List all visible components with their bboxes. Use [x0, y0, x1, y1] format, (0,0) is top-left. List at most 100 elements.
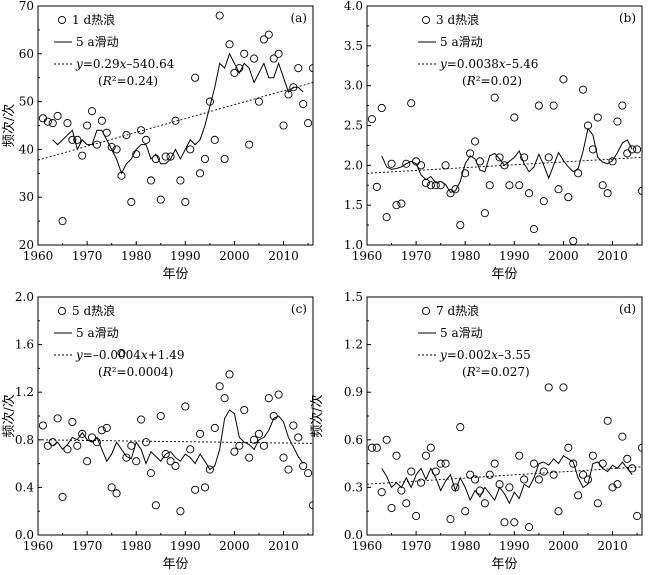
data-point	[112, 145, 121, 154]
data-point	[470, 475, 480, 484]
data-point	[107, 142, 116, 152]
legend-label-trend: y=–0.0004x+1.49	[75, 348, 184, 362]
data-point	[407, 467, 416, 476]
data-point	[583, 475, 593, 484]
data-point	[58, 217, 67, 226]
data-point	[485, 181, 494, 190]
legend-marker-circle	[421, 306, 431, 316]
data-point	[308, 501, 313, 510]
trend-line	[38, 439, 313, 444]
x-tick-label: 2010	[268, 249, 299, 263]
data-point	[426, 181, 435, 190]
data-point	[156, 195, 165, 204]
trend-line	[367, 466, 642, 485]
data-point	[461, 507, 470, 516]
data-point	[500, 518, 509, 527]
data-point	[137, 126, 146, 135]
data-point	[569, 459, 578, 468]
x-tick-label: 1970	[401, 539, 432, 553]
data-point	[254, 429, 264, 438]
data-point	[367, 115, 376, 124]
legend-label-trend: y=0.0038x–5.46	[439, 57, 538, 71]
data-point	[245, 140, 254, 149]
data-point	[220, 394, 229, 403]
y-tick-label: 0.6	[344, 433, 363, 447]
data-point	[210, 423, 219, 432]
y-tick-label: 2.0	[15, 290, 34, 304]
data-point	[372, 443, 381, 452]
data-point	[441, 459, 450, 468]
y-tick-label: 70	[19, 0, 34, 13]
data-point	[87, 433, 97, 442]
data-point	[520, 475, 529, 484]
data-point	[529, 225, 539, 234]
y-axis-label: 频次/次	[309, 394, 325, 437]
y-tick-label: 3.5	[344, 39, 363, 53]
data-point	[225, 40, 234, 49]
data-point	[97, 426, 106, 435]
data-point	[544, 153, 553, 162]
data-point	[230, 68, 239, 77]
data-point	[377, 488, 386, 497]
data-point	[78, 151, 87, 160]
trend-line	[367, 156, 642, 174]
data-point	[299, 99, 308, 109]
data-point	[387, 159, 396, 168]
chart-panel-1: 1960 1970 1980 1990 2000 2010 20 30 40 50 60 70 年份 频次…	[1, 0, 314, 282]
y-tick-label: 1.2	[15, 385, 34, 399]
data-point	[146, 176, 155, 185]
legend-marker-circle	[421, 15, 431, 25]
legend-label-r2: (R²=0.24)	[98, 74, 158, 88]
x-tick-label: 1960	[23, 539, 54, 553]
legend-marker-circle	[57, 306, 67, 316]
chart-panel-2: 1960 1970 1980 1990 2000 2010 1.0 1.5 2.0 2.5 3.0 3…	[344, 0, 643, 282]
data-point	[544, 383, 553, 392]
data-point	[466, 470, 475, 479]
data-point	[593, 499, 602, 508]
data-point	[436, 459, 445, 468]
data-point	[603, 416, 612, 425]
data-point	[254, 97, 264, 106]
data-point	[451, 185, 460, 194]
y-tick-label: 0.8	[15, 433, 34, 447]
data-point	[456, 423, 465, 432]
legend-label-smooth: 5 a滑动	[76, 326, 119, 340]
x-tick-label: 1990	[170, 539, 201, 553]
data-point	[146, 469, 155, 478]
data-point	[574, 491, 583, 500]
x-axis-label: 年份	[162, 267, 188, 282]
data-point	[623, 149, 632, 158]
data-point	[200, 483, 210, 492]
legend-label-trend: y=0.002x–3.55	[439, 348, 531, 362]
y-tick-label: 2.5	[344, 119, 363, 133]
x-tick-label: 2010	[597, 249, 628, 263]
data-point	[628, 464, 637, 473]
plot-frame	[366, 5, 643, 246]
y-tick-label: 60	[19, 47, 34, 61]
data-point	[480, 209, 489, 218]
data-point	[191, 73, 200, 82]
data-point	[215, 11, 224, 20]
data-point	[235, 441, 244, 450]
y-tick-label: 50	[19, 95, 34, 109]
y-tick-label: 2.0	[344, 158, 363, 172]
data-point	[264, 394, 273, 403]
data-point	[269, 54, 278, 63]
x-axis-label: 年份	[491, 267, 517, 282]
x-tick-label: 1960	[23, 249, 54, 263]
data-point	[623, 454, 632, 463]
data-point	[534, 475, 543, 484]
data-point	[539, 467, 548, 476]
legend-label-scatter: 1 d热浪	[72, 12, 115, 27]
data-point	[132, 457, 141, 466]
data-point	[549, 101, 558, 110]
data-point	[628, 145, 637, 154]
data-point	[515, 181, 524, 190]
legend-label-scatter: 7 d热浪	[436, 303, 479, 318]
data-point	[569, 236, 578, 245]
data-point	[382, 213, 391, 222]
data-point	[151, 501, 160, 510]
data-point	[122, 453, 131, 462]
moving-average-line	[52, 409, 304, 471]
